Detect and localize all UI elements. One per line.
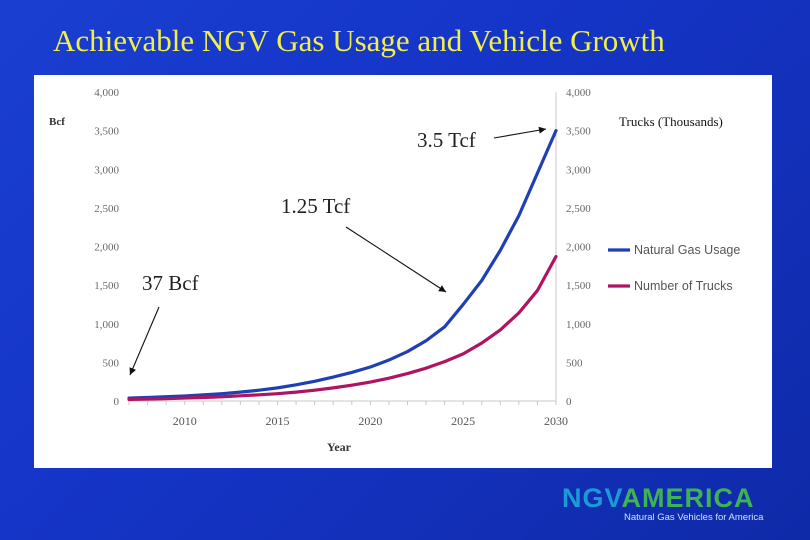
annotation-arrow-line (493, 128, 547, 139)
y-tick-label-right: 2,500 (566, 203, 591, 215)
y-tick-label-right: 1,000 (566, 319, 591, 331)
left-axis-label: Bcf (49, 116, 65, 128)
y-tick-label-left: 1,000 (94, 319, 119, 331)
slide-title: Achievable NGV Gas Usage and Vehicle Gro… (53, 23, 665, 58)
x-axis-label: Year (327, 440, 352, 454)
x-tick-label: 2015 (266, 414, 290, 428)
chart-panel (34, 75, 772, 468)
x-tick-label: 2010 (173, 414, 197, 428)
series-line-number-of-trucks (127, 254, 558, 402)
annotation-arrow-head (538, 126, 546, 134)
series-line-natural-gas-usage (127, 129, 558, 400)
y-tick-label-left: 0 (114, 396, 120, 408)
annotation-label: 3.5 Tcf (417, 128, 476, 152)
annotation-label: 37 Bcf (142, 271, 199, 295)
x-tick-label: 2030 (544, 414, 568, 428)
logo-wordmark: NGVAMERICA (562, 483, 755, 513)
y-tick-label-left: 2,500 (94, 203, 119, 215)
right-axis-label: Trucks (Thousands) (619, 114, 723, 129)
y-tick-label-right: 1,500 (566, 280, 591, 292)
y-tick-label-right: 0 (566, 396, 572, 408)
logo-tagline: Natural Gas Vehicles for America (624, 512, 764, 523)
annotation-arrow-head (438, 285, 446, 292)
annotation-arrow-line (345, 226, 447, 293)
y-tick-label-left: 3,000 (94, 164, 119, 176)
y-tick-label-right: 3,000 (566, 164, 591, 176)
legend-label: Natural Gas Usage (634, 243, 740, 257)
y-tick-label-right: 500 (566, 357, 583, 369)
y-tick-label-left: 500 (103, 357, 120, 369)
y-tick-label-right: 4,000 (566, 87, 591, 99)
y-tick-label-right: 2,000 (566, 242, 591, 254)
y-tick-label-left: 4,000 (94, 87, 119, 99)
annotation-arrow-head (129, 367, 136, 375)
x-tick-label: 2020 (358, 414, 382, 428)
y-tick-label-right: 3,500 (566, 126, 591, 138)
legend-label: Number of Trucks (634, 279, 733, 293)
y-tick-label-left: 1,500 (94, 280, 119, 292)
x-tick-label: 2025 (451, 414, 475, 428)
ngv-america-logo: NGVAMERICA Natural Gas Vehicles for Amer… (562, 483, 782, 528)
line-chart: 0 0 500 500 1,000 1,000 1,500 1,500 2,000 2,000 2,… (49, 87, 740, 454)
y-tick-label-left: 2,000 (94, 242, 119, 254)
annotation-arrow-line (129, 306, 160, 376)
annotation-label: 1.25 Tcf (281, 194, 350, 218)
y-tick-label-left: 3,500 (94, 126, 119, 138)
